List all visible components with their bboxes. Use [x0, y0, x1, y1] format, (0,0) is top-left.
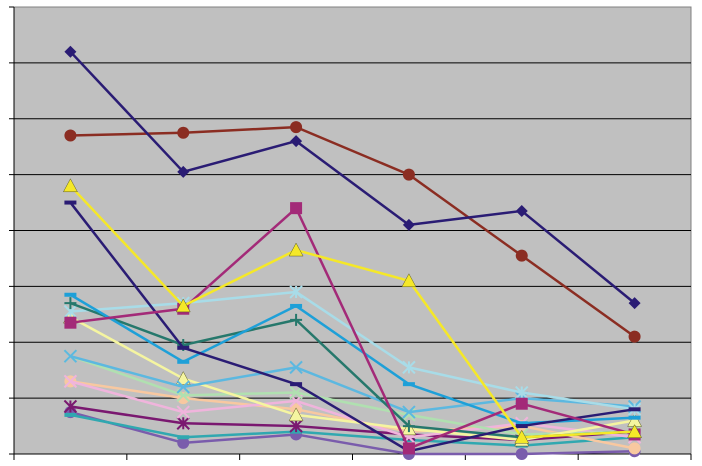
- series-line: [70, 206, 635, 450]
- data-point: [64, 316, 77, 329]
- data-point: [515, 424, 528, 429]
- data-point: [177, 436, 190, 449]
- series-line: [70, 355, 635, 414]
- data-point: [402, 420, 415, 433]
- data-point: [402, 442, 415, 455]
- data-point: [402, 405, 416, 419]
- data-point: [63, 399, 78, 414]
- data-point: [290, 382, 303, 387]
- data-point: [627, 424, 643, 438]
- data-point: [628, 330, 641, 343]
- data-point: [289, 285, 303, 299]
- series-line: [70, 405, 635, 442]
- data-point: [515, 249, 528, 262]
- series-2: [64, 121, 641, 343]
- series-line: [69, 50, 636, 305]
- data-point: [290, 135, 303, 148]
- data-point: [290, 202, 303, 215]
- data-point: [64, 200, 77, 205]
- gridlines: [14, 62, 691, 399]
- data-point: [402, 218, 415, 231]
- data-point: [63, 349, 78, 363]
- data-point: [289, 419, 303, 433]
- data-point: [515, 448, 528, 460]
- series-line: [69, 201, 635, 453]
- data-point: [175, 371, 191, 385]
- data-point: [402, 382, 415, 387]
- series-layer: [62, 45, 643, 460]
- data-point: [177, 345, 190, 350]
- series-line: [70, 125, 636, 338]
- data-point: [290, 121, 303, 134]
- data-point: [290, 303, 303, 308]
- data-point: [175, 298, 191, 313]
- data-point: [515, 397, 528, 410]
- series-3: [62, 178, 643, 444]
- data-point: [63, 374, 78, 389]
- data-point: [515, 421, 528, 426]
- data-point: [177, 435, 190, 440]
- data-point: [64, 129, 77, 142]
- series-1: [64, 45, 641, 310]
- series-line: [70, 410, 635, 456]
- data-point: [514, 429, 530, 444]
- data-point: [176, 405, 190, 419]
- data-point: [176, 416, 190, 430]
- data-point: [628, 415, 641, 420]
- data-point: [288, 242, 304, 257]
- data-point: [177, 359, 190, 364]
- series-line: [70, 380, 635, 450]
- data-point: [64, 292, 77, 297]
- data-point: [62, 178, 78, 193]
- data-point: [628, 442, 641, 455]
- series-line: [70, 413, 635, 447]
- series-line: [70, 355, 635, 436]
- data-point: [290, 313, 303, 326]
- series-line: [69, 184, 635, 439]
- data-point: [402, 360, 416, 375]
- data-point: [289, 360, 303, 375]
- data-point: [628, 407, 641, 412]
- data-point: [628, 297, 641, 310]
- data-point: [177, 165, 190, 178]
- data-point: [515, 204, 528, 217]
- data-point: [64, 297, 77, 310]
- data-point: [176, 380, 190, 394]
- axes: [9, 6, 692, 460]
- data-point: [289, 385, 303, 400]
- data-point: [288, 407, 304, 422]
- data-point: [401, 273, 417, 288]
- data-point: [64, 45, 77, 58]
- data-point: [64, 412, 77, 417]
- data-point: [515, 385, 529, 400]
- data-point: [177, 126, 190, 139]
- data-point: [402, 168, 415, 181]
